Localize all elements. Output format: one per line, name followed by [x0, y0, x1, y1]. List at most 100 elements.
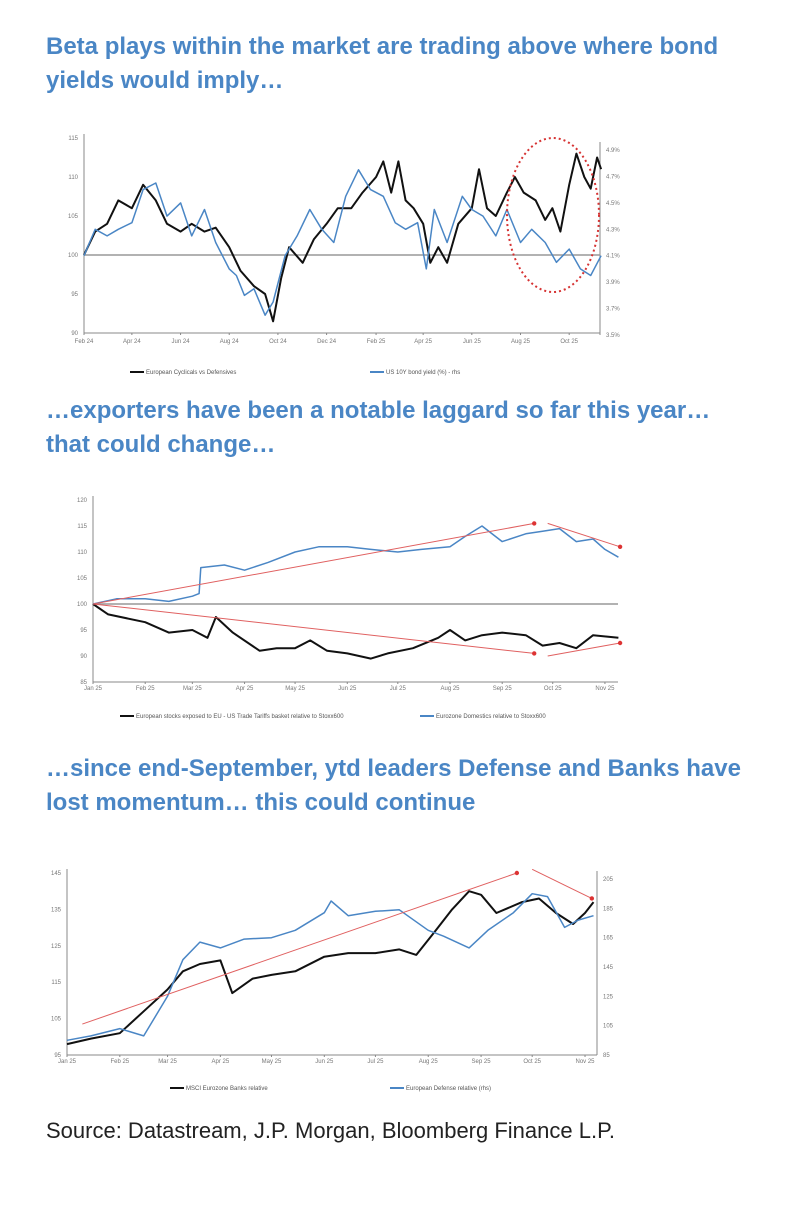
x-tick-label: Feb 25 [110, 1059, 129, 1065]
y-right-tick-label: 3.5% [606, 333, 620, 339]
arrow-head [617, 640, 623, 646]
y-left-tick-label: 120 [77, 498, 88, 504]
x-tick-label: Jun 25 [338, 686, 357, 692]
y-right-tick-label: 85 [603, 1053, 610, 1059]
y-right-tick-label: 205 [603, 877, 614, 883]
x-tick-label: Jul 25 [390, 686, 407, 692]
chart-3-title: …since end-September, ytd leaders Defens… [46, 755, 741, 816]
y-left-tick-label: 135 [51, 907, 62, 913]
y-right-tick-label: 4.5% [606, 201, 620, 207]
x-tick-label: Oct 25 [523, 1059, 541, 1065]
x-tick-label: Nov 25 [595, 686, 615, 692]
x-tick-label: Aug 25 [440, 686, 460, 692]
y-right-tick-label: 145 [603, 965, 614, 971]
x-tick-label: Feb 25 [367, 339, 386, 345]
y-right-tick-label: 4.9% [606, 148, 620, 154]
y-left-tick-label: 105 [77, 576, 88, 582]
x-tick-label: Oct 25 [560, 339, 578, 345]
x-tick-label: Oct 25 [544, 686, 562, 692]
x-tick-label: Jun 24 [172, 339, 191, 345]
x-tick-label: Aug 24 [220, 339, 240, 345]
y-right-tick-label: 165 [603, 936, 614, 942]
y-left-tick-label: 90 [71, 331, 78, 337]
y-left-tick-label: 100 [77, 602, 88, 608]
legend-label: MSCI Eurozone Banks relative [186, 1086, 268, 1092]
y-left-tick-label: 115 [51, 980, 61, 986]
x-tick-label: May 25 [262, 1059, 282, 1065]
y-left-tick-label: 125 [51, 944, 62, 950]
y-left-tick-label: 110 [68, 175, 78, 181]
y-left-tick-label: 115 [68, 136, 78, 142]
arrow-head [532, 651, 537, 656]
y-right-tick-label: 3.7% [606, 307, 620, 313]
y-right-tick-label: 125 [603, 994, 614, 1000]
x-tick-label: Oct 24 [269, 339, 287, 345]
arrow-head [532, 521, 537, 526]
legend-label: European stocks exposed to EU - US Trade… [136, 714, 344, 720]
y-left-tick-label: 90 [80, 654, 87, 660]
x-tick-label: Apr 25 [236, 686, 254, 692]
legend-label: US 10Y bond yield (%) - rhs [386, 370, 460, 376]
x-tick-label: Apr 24 [123, 339, 141, 345]
arrow-head [589, 896, 595, 901]
chart-1-title: Beta plays within the market are trading… [46, 33, 719, 94]
y-left-tick-label: 105 [51, 1017, 62, 1023]
series-line-1 [66, 890, 595, 1046]
x-tick-label: Aug 25 [511, 339, 531, 345]
y-left-tick-label: 110 [77, 550, 87, 556]
x-tick-label: Feb 25 [136, 686, 155, 692]
y-left-tick-label: 85 [80, 680, 87, 686]
legend-label: European Cyclicals vs Defensives [146, 370, 236, 376]
trend-arrow [82, 872, 518, 1025]
x-tick-label: Nov 25 [576, 1059, 596, 1065]
y-right-tick-label: 185 [603, 906, 614, 912]
y-left-tick-label: 100 [68, 253, 79, 259]
y-left-tick-label: 145 [51, 871, 62, 877]
chart-2-title: …exporters have been a notable laggard s… [46, 397, 711, 458]
x-tick-label: Aug 25 [419, 1059, 439, 1065]
y-right-tick-label: 3.9% [606, 280, 620, 286]
source-note: Source: Datastream, J.P. Morgan, Bloombe… [46, 1118, 616, 1143]
x-tick-label: Jan 25 [58, 1059, 77, 1065]
trend-arrow [547, 522, 621, 548]
y-right-tick-label: 4.7% [606, 174, 620, 180]
y-left-tick-label: 95 [80, 628, 87, 634]
series-line-1 [92, 603, 619, 660]
legend-label: Eurozone Domestics relative to Stoxx600 [436, 714, 546, 720]
x-tick-label: Sep 25 [493, 686, 513, 692]
x-tick-label: Dec 24 [317, 339, 337, 345]
trend-arrow [547, 642, 621, 657]
x-tick-label: Apr 25 [414, 339, 432, 345]
series-line-2 [66, 892, 594, 1042]
arrow-head [514, 870, 520, 876]
x-tick-label: Jun 25 [463, 339, 482, 345]
series-line-2 [83, 169, 602, 316]
x-tick-label: Jun 25 [315, 1059, 334, 1065]
y-right-tick-label: 105 [603, 1024, 614, 1030]
chart-1: 115 110 105 100 95 90 4.9% 4.7% 4.5% 4.3% 4.1% 3.9%… [68, 134, 620, 376]
x-tick-label: Feb 24 [75, 339, 94, 345]
x-tick-label: Sep 25 [472, 1059, 492, 1065]
legend-label: European Defense relative (rhs) [406, 1086, 491, 1092]
x-tick-label: Mar 25 [183, 686, 202, 692]
arrow-head [617, 544, 623, 549]
y-left-tick-label: 115 [77, 524, 87, 530]
series-line-2 [92, 525, 619, 605]
x-tick-label: Apr 25 [212, 1059, 230, 1065]
trend-arrow [92, 522, 535, 605]
chart-3: 145 135 125 115 105 95 205 185 165 145 125 105 85 Jan… [51, 868, 614, 1092]
x-tick-label: Jul 25 [367, 1059, 384, 1065]
y-right-tick-label: 4.3% [606, 227, 620, 233]
series-line-1 [83, 152, 603, 323]
trend-arrow [531, 868, 593, 899]
highlight-ellipse [506, 137, 600, 293]
y-left-tick-label: 95 [54, 1053, 61, 1059]
y-left-tick-label: 105 [68, 214, 79, 220]
x-tick-label: May 25 [285, 686, 305, 692]
x-tick-label: Mar 25 [158, 1059, 177, 1065]
x-tick-label: Jan 25 [84, 686, 103, 692]
y-right-tick-label: 4.1% [606, 254, 620, 260]
